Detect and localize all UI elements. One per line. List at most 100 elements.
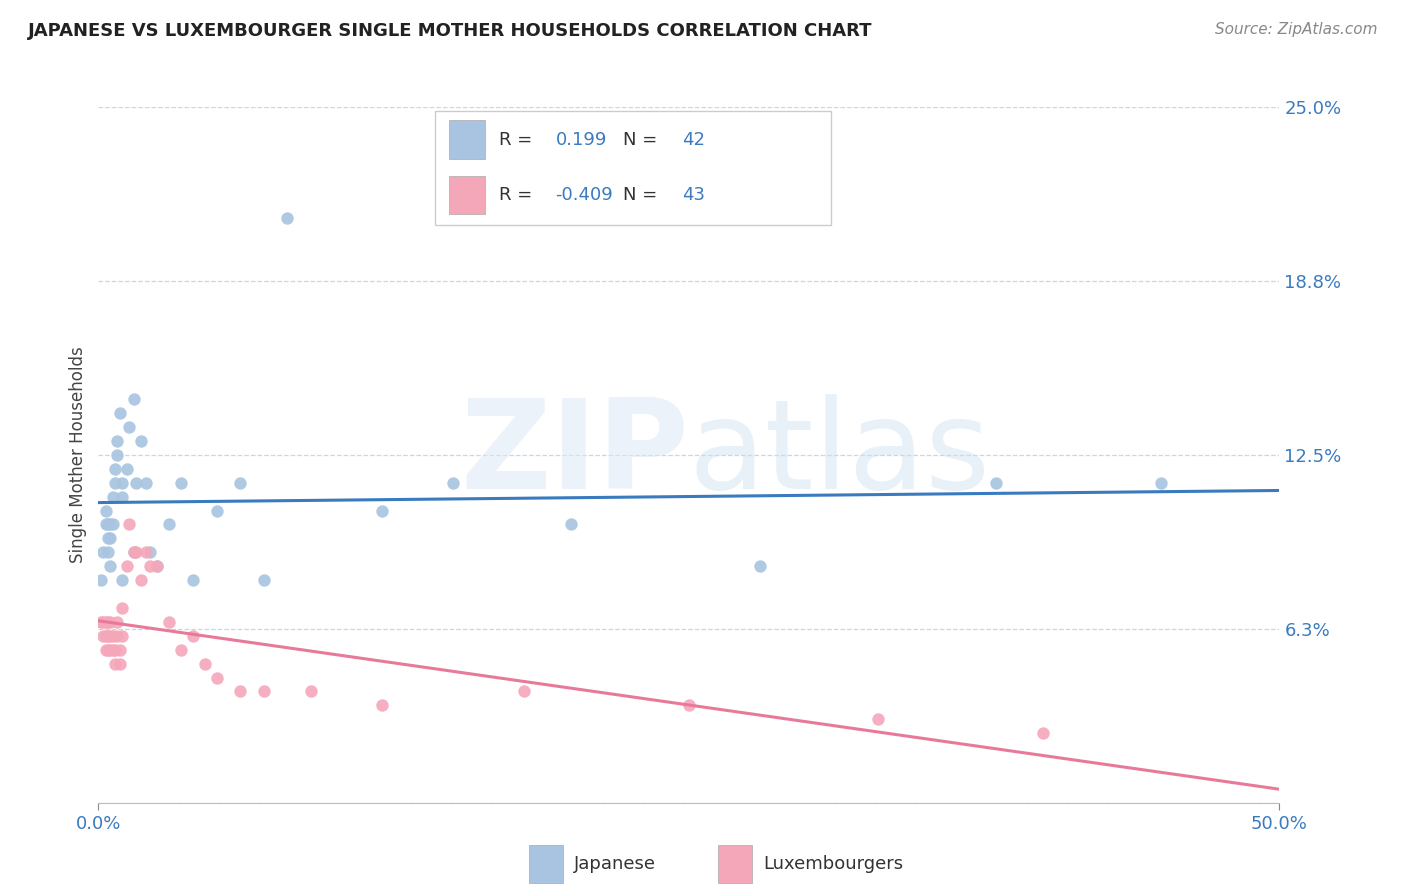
Point <box>98 532 121 546</box>
Point <box>98 642 121 657</box>
Text: Luxembourgers: Luxembourgers <box>763 855 904 872</box>
Point <box>118 420 141 434</box>
Point <box>678 698 700 713</box>
Point <box>441 475 464 490</box>
Bar <box>718 845 752 883</box>
Point <box>98 517 121 532</box>
Point <box>253 684 276 698</box>
Point <box>115 559 138 574</box>
Point <box>111 601 134 615</box>
Point <box>97 545 120 559</box>
Point <box>984 475 1007 490</box>
Point <box>94 629 117 643</box>
Point <box>104 475 127 490</box>
Text: Japanese: Japanese <box>575 855 657 872</box>
Point <box>94 517 117 532</box>
Point <box>115 462 138 476</box>
Point <box>299 684 322 698</box>
Point <box>97 517 120 532</box>
Point <box>108 657 131 671</box>
Point <box>105 448 128 462</box>
Point <box>139 545 162 559</box>
Point <box>253 573 276 587</box>
Point <box>371 698 394 713</box>
Point <box>104 642 127 657</box>
Point <box>1150 475 1173 490</box>
Point <box>97 629 120 643</box>
Point <box>129 434 152 448</box>
Point <box>181 573 204 587</box>
Point <box>97 532 120 546</box>
Point <box>111 629 134 643</box>
Point <box>101 517 124 532</box>
Point <box>748 559 770 574</box>
Point <box>139 559 162 574</box>
Text: -0.409: -0.409 <box>555 186 613 203</box>
Point <box>97 642 120 657</box>
Point <box>91 545 114 559</box>
Point <box>194 657 217 671</box>
Point <box>91 629 114 643</box>
Point <box>94 615 117 629</box>
Point <box>104 657 127 671</box>
Text: atlas: atlas <box>689 394 991 516</box>
Point <box>94 642 117 657</box>
Point <box>371 503 394 517</box>
Point <box>205 671 228 685</box>
Point <box>135 545 157 559</box>
Point <box>105 434 128 448</box>
Point <box>146 559 169 574</box>
Point <box>170 475 193 490</box>
Point <box>157 615 180 629</box>
Point <box>105 629 128 643</box>
Point <box>125 475 148 490</box>
Point <box>129 573 152 587</box>
Point <box>229 475 252 490</box>
Text: JAPANESE VS LUXEMBOURGER SINGLE MOTHER HOUSEHOLDS CORRELATION CHART: JAPANESE VS LUXEMBOURGER SINGLE MOTHER H… <box>28 22 873 40</box>
Point <box>560 517 582 532</box>
Point <box>118 517 141 532</box>
Point <box>122 392 145 407</box>
Text: 0.199: 0.199 <box>555 130 607 149</box>
Text: R =: R = <box>499 130 537 149</box>
Point <box>97 615 120 629</box>
Bar <box>449 176 485 214</box>
Point <box>122 545 145 559</box>
Y-axis label: Single Mother Households: Single Mother Households <box>69 347 87 563</box>
Point <box>101 629 124 643</box>
Point <box>98 559 121 574</box>
Point <box>135 475 157 490</box>
Point <box>104 462 127 476</box>
Bar <box>449 120 485 159</box>
Point <box>94 503 117 517</box>
Point <box>125 545 148 559</box>
Point <box>122 545 145 559</box>
Text: N =: N = <box>623 130 662 149</box>
Point <box>512 684 534 698</box>
Text: N =: N = <box>623 186 662 203</box>
Bar <box>530 845 562 883</box>
Point <box>108 642 131 657</box>
Text: 43: 43 <box>682 186 704 203</box>
Point <box>91 615 114 629</box>
Point <box>90 615 112 629</box>
Point <box>866 712 889 726</box>
Text: 42: 42 <box>682 130 704 149</box>
Point <box>157 517 180 532</box>
Point <box>111 490 134 504</box>
Point <box>146 559 169 574</box>
Point <box>170 642 193 657</box>
Point <box>101 490 124 504</box>
Point <box>98 615 121 629</box>
Point <box>205 503 228 517</box>
Text: ZIP: ZIP <box>460 394 689 516</box>
Point <box>105 615 128 629</box>
Point <box>181 629 204 643</box>
Text: Source: ZipAtlas.com: Source: ZipAtlas.com <box>1215 22 1378 37</box>
Point <box>101 642 124 657</box>
Point <box>111 573 134 587</box>
Bar <box>434 111 831 226</box>
Point <box>111 475 134 490</box>
Text: R =: R = <box>499 186 537 203</box>
Point <box>1032 726 1054 740</box>
